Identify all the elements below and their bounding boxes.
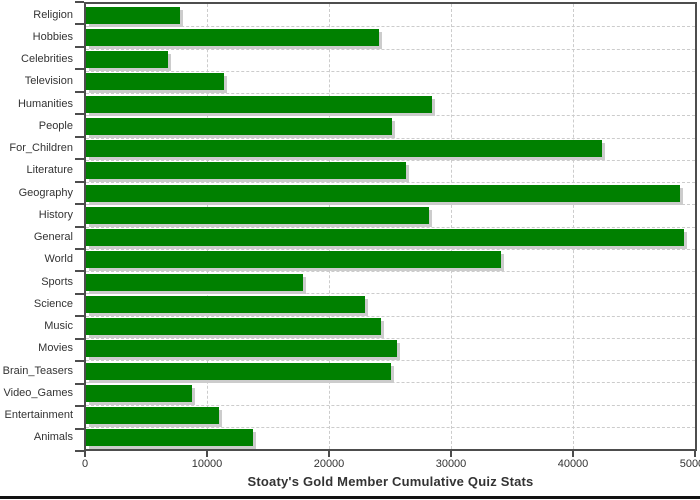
horizontal-gridline [86,316,695,317]
category-label: Humanities [17,98,73,110]
x-axis-tick-label: 0 [81,458,89,470]
horizontal-gridline [86,293,695,294]
x-axis-tick-label: 30000 [435,458,467,470]
vertical-gridline [451,4,452,449]
category-label: History [38,209,73,221]
bar-general [86,229,684,246]
horizontal-gridline [86,71,695,72]
horizontal-gridline [86,405,695,406]
bar-music [86,318,381,335]
horizontal-gridline [86,249,695,250]
category-label: Celebrities [21,53,73,65]
bar-sports [86,274,303,291]
plot-area [84,2,697,451]
y-axis-tick [75,68,84,70]
bar-religion [86,7,180,24]
y-axis-tick [75,136,84,138]
y-axis-tick [75,270,84,272]
horizontal-gridline [86,182,695,183]
category-label: For_Children [9,142,73,154]
y-axis-tick [75,226,84,228]
category-label: Brain_Teasers [2,365,73,377]
y-axis-tick [75,181,84,183]
x-axis-tick-label: 20000 [313,458,345,470]
bottom-border-rule [0,496,700,499]
category-label: Music [44,320,73,332]
category-label: Animals [33,431,73,443]
bar-history [86,207,429,224]
category-label: General [33,231,73,243]
x-axis-tick [84,451,86,457]
x-axis-tick-label: 50000 [679,458,700,470]
horizontal-gridline [86,427,695,428]
y-axis-tick [75,315,84,317]
bar-celebrities [86,51,168,68]
x-axis-tick [206,451,208,457]
bar-hobbies [86,29,379,46]
bar-movies [86,340,397,357]
horizontal-gridline [86,227,695,228]
bar-science [86,296,365,313]
y-axis-tick [75,450,84,452]
bar-entertainment [86,407,219,424]
horizontal-gridline [86,49,695,50]
x-axis-tick [572,451,574,457]
horizontal-gridline [86,138,695,139]
category-label: Religion [33,9,73,21]
category-label: Geography [18,187,73,199]
bar-brain_teasers [86,363,391,380]
x-axis-tick-label: 40000 [557,458,589,470]
y-axis-tick [75,405,84,407]
horizontal-gridline [86,160,695,161]
bar-animals [86,429,253,446]
chart-title: Stoaty's Gold Member Cumulative Quiz Sta… [247,474,534,489]
y-axis-tick [75,46,84,48]
y-axis-tick [75,248,84,250]
bar-people [86,118,392,135]
y-axis-tick [75,1,84,3]
bar-geography [86,185,680,202]
horizontal-gridline [86,271,695,272]
x-axis-tick-label: 10000 [191,458,223,470]
category-label: Hobbies [32,31,73,43]
y-axis-tick [75,113,84,115]
y-axis-tick [75,203,84,205]
bar-world [86,251,501,268]
category-label: Movies [38,342,73,354]
category-label: Entertainment [4,409,73,421]
x-axis-tick [450,451,452,457]
x-axis-tick [694,451,696,457]
category-label: Science [33,298,73,310]
y-axis-tick [75,360,84,362]
bar-for_children [86,140,602,157]
y-axis-tick [75,428,84,430]
y-axis-tick [75,23,84,25]
horizontal-gridline [86,93,695,94]
y-axis-tick [75,91,84,93]
category-label: Television [24,75,73,87]
y-axis-tick [75,293,84,295]
category-label: Sports [41,276,73,288]
horizontal-gridline [86,338,695,339]
y-axis-tick [75,158,84,160]
bar-television [86,73,224,90]
bar-humanities [86,96,432,113]
category-label: Video_Games [3,387,73,399]
y-axis-tick [75,338,84,340]
horizontal-gridline [86,360,695,361]
category-label: People [38,120,73,132]
bar-literature [86,162,406,179]
y-axis-tick [75,383,84,385]
bar-video_games [86,385,192,402]
category-label: World [44,253,73,265]
category-label: Literature [26,164,73,176]
vertical-gridline [573,4,574,449]
x-axis-tick [328,451,330,457]
horizontal-gridline [86,26,695,27]
